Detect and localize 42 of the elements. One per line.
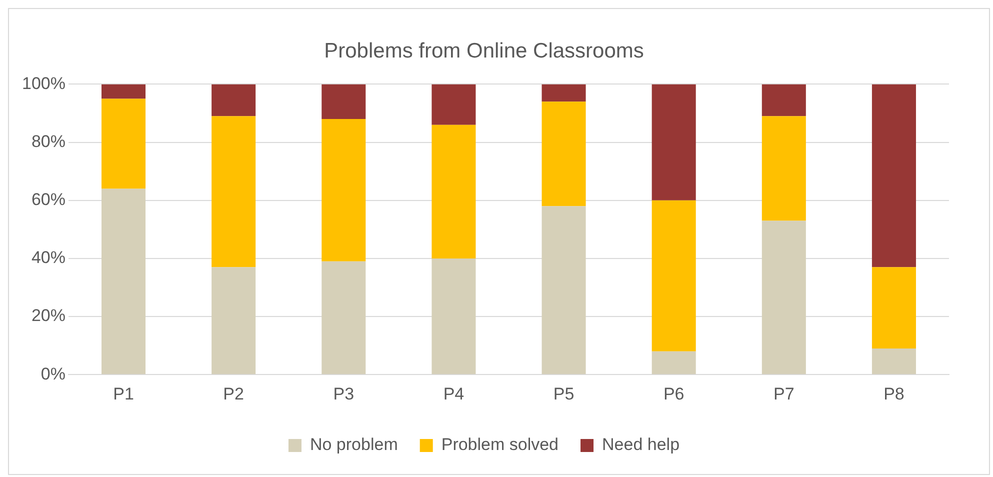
bar [542, 84, 586, 102]
bar [322, 119, 366, 262]
bar [322, 84, 366, 120]
chart-title: Problems from Online Classrooms [324, 39, 644, 62]
legend-label: No problem [310, 435, 398, 454]
x-tick-label: P3 [333, 384, 354, 404]
bar [762, 220, 806, 374]
bar [212, 267, 256, 374]
x-tick-label: P7 [774, 384, 794, 404]
bar [102, 98, 146, 189]
x-tick-label: P6 [663, 384, 684, 404]
y-tick-label: 40% [31, 248, 66, 268]
bar [102, 188, 146, 374]
bar [872, 267, 916, 348]
bar [212, 116, 256, 268]
bar [322, 261, 366, 374]
bar [762, 84, 806, 116]
bar [212, 84, 256, 116]
bar [652, 84, 696, 200]
bar [542, 102, 586, 206]
legend-label: Problem solved [441, 435, 559, 454]
legend-label: Need help [602, 435, 680, 454]
y-tick-label: 80% [31, 132, 66, 151]
x-tick-label: P2 [223, 384, 244, 404]
bar [872, 84, 916, 268]
bar [762, 116, 806, 221]
x-tick-label: P4 [443, 384, 464, 404]
y-tick-label: 60% [31, 190, 66, 210]
y-tick-label: 20% [31, 306, 66, 326]
bar [432, 258, 476, 374]
x-tick-label: P5 [553, 384, 574, 404]
y-tick-label: 0% [40, 364, 66, 384]
y-tick-label: 100% [22, 74, 66, 93]
bar [432, 84, 476, 125]
bar [652, 200, 696, 352]
bar [432, 124, 476, 258]
bar [652, 351, 696, 374]
x-tick-label: P8 [884, 384, 904, 404]
x-tick-label: P1 [113, 384, 134, 404]
bar [872, 348, 916, 374]
bar [542, 206, 586, 374]
bar [102, 84, 146, 99]
